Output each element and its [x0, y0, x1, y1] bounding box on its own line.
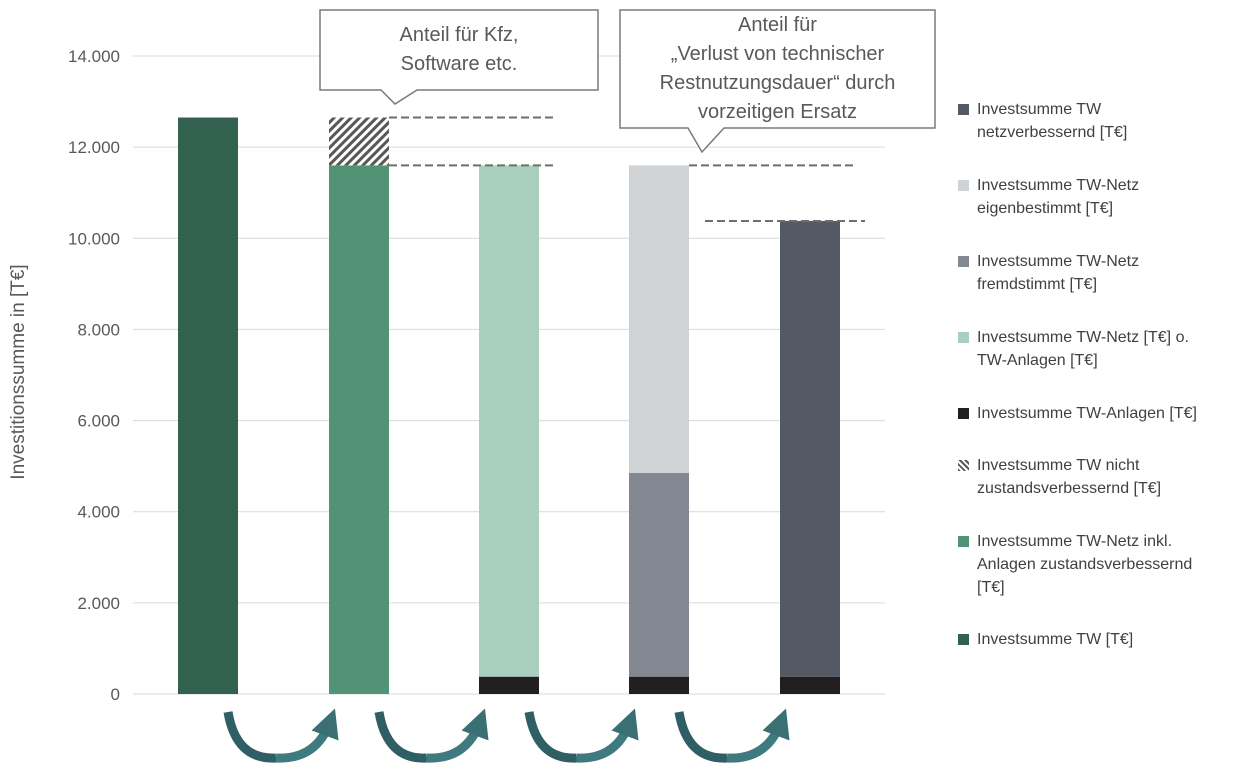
legend-swatch	[958, 536, 969, 547]
legend-label-line: Investsumme TW-Netz	[977, 253, 1140, 270]
legend-item: Investsumme TW nicht zustandsverbessernd …	[958, 454, 1161, 500]
legend-label-line: [T€]	[977, 579, 1005, 596]
callout-text: Anteil für	[738, 14, 817, 36]
legend-item: Investsumme TW-Netz fremdstimmt [T€]	[958, 250, 1139, 296]
legend-swatch	[958, 180, 969, 191]
chart-legend: Investsumme TW netzverbessernd [T€] Invest…	[958, 98, 1240, 658]
bar-segment	[780, 676, 840, 694]
callout-text: Restnutzungsdauer“ durch	[660, 72, 896, 94]
flow-arrow-left	[674, 711, 728, 763]
flow-arrow-right	[275, 708, 339, 763]
legend-item: Investsumme TW-Netz inkl. Anlagen zustand…	[958, 530, 1192, 599]
y-tick-label: 12.000	[68, 138, 120, 157]
callout-text: Software etc.	[401, 53, 518, 75]
legend-label: Investsumme TW nicht zustandsverbessernd …	[977, 454, 1161, 500]
legend-item: Investsumme TW [T€]	[958, 628, 1133, 651]
y-tick-label: 10.000	[68, 229, 120, 248]
callout-text: vorzeitigen Ersatz	[698, 101, 857, 123]
callout-text: Anteil für Kfz,	[400, 24, 519, 46]
legend-label-line: Investsumme TW	[977, 101, 1102, 118]
chart-canvas: 02.0004.0006.0008.00010.00012.00014.000 …	[8, 9, 936, 763]
legend-label-line: Investsumme TW-Netz inkl.	[977, 533, 1173, 550]
flow-arrow-left	[374, 711, 427, 763]
legend-label: Investsumme TW-Netz eigenbestimmt [T€]	[977, 174, 1139, 220]
legend-swatch	[958, 256, 969, 267]
flow-arrow-right	[576, 708, 639, 763]
y-tick-label: 4.000	[77, 503, 120, 522]
bar-segment	[629, 676, 689, 694]
legend-label-line: zustandsverbessernd [T€]	[977, 480, 1162, 497]
callout-bubble	[619, 9, 936, 154]
y-axis-title: Investitionssumme in [T€]	[8, 264, 29, 479]
flow-arrows	[223, 708, 790, 763]
legend-swatch	[958, 460, 969, 471]
bar-segment	[629, 472, 689, 677]
flow-arrow-left	[223, 711, 277, 763]
y-tick-label: 6.000	[77, 412, 120, 431]
bar-segment	[479, 165, 539, 677]
legend-item: Investsumme TW-Netz [T€] o. TW-Anlagen [T…	[958, 326, 1189, 372]
legend-label-line: Anlagen zustandsverbessernd	[977, 556, 1193, 573]
callout-bubble	[319, 9, 599, 105]
y-axis-ticks: 0 2.000 4.000 6.000 8.000 10.000 12.000 14.000	[68, 47, 120, 704]
y-tick-label: 0	[111, 685, 120, 704]
bar-segment	[780, 220, 840, 677]
legend-item: Investsumme TW-Anlagen [T€]	[958, 402, 1197, 425]
legend-label: Investsumme TW [T€]	[977, 628, 1133, 651]
y-tick-label: 2.000	[77, 594, 120, 613]
flow-arrow-right	[726, 708, 790, 763]
legend-swatch	[958, 634, 969, 645]
legend-label: Investsumme TW netzverbessernd [T€]	[977, 98, 1127, 144]
bars	[178, 117, 840, 695]
legend-label-line: Investsumme TW [T€]	[977, 631, 1134, 648]
flow-arrow-right	[426, 708, 489, 763]
flow-arrow-left	[524, 711, 577, 763]
bar-segment	[329, 165, 389, 694]
legend-label: Investsumme TW-Netz fremdstimmt [T€]	[977, 250, 1139, 296]
legend-label: Investsumme TW-Anlagen [T€]	[977, 402, 1197, 425]
legend-label-line: Investsumme TW-Netz [T€] o.	[977, 329, 1189, 346]
callout-text: „Verlust von technischer	[671, 43, 885, 65]
legend-label: Investsumme TW-Netz inkl. Anlagen zustand…	[977, 530, 1192, 599]
legend-label-line: Investsumme TW-Anlagen [T€]	[977, 405, 1197, 422]
legend-label-line: fremdstimmt [T€]	[977, 276, 1098, 293]
y-tick-label: 8.000	[77, 320, 120, 339]
bar-segment	[629, 165, 689, 473]
y-tick-label: 14.000	[68, 47, 120, 66]
legend-label-line: eigenbestimmt [T€]	[977, 200, 1114, 217]
legend-label-line: TW-Anlagen [T€]	[977, 352, 1098, 369]
legend-label-line: Investsumme TW nicht	[977, 457, 1140, 474]
legend-swatch	[958, 104, 969, 115]
bar-segment	[329, 117, 389, 166]
bar-segment	[178, 117, 238, 695]
bar-segment	[479, 676, 539, 694]
legend-item: Investsumme TW-Netz eigenbestimmt [T€]	[958, 174, 1139, 220]
legend-swatch	[958, 408, 969, 419]
legend-label-line: netzverbessernd [T€]	[977, 124, 1128, 141]
reference-lines	[389, 116, 865, 222]
legend-swatch	[958, 332, 969, 343]
callouts: Anteil für Kfz, Software etc. Anteil für „V…	[319, 9, 936, 154]
legend-label-line: Investsumme TW-Netz	[977, 177, 1140, 194]
legend-item: Investsumme TW netzverbessernd [T€]	[958, 98, 1127, 144]
legend-label: Investsumme TW-Netz [T€] o. TW-Anlagen [T…	[977, 326, 1189, 372]
